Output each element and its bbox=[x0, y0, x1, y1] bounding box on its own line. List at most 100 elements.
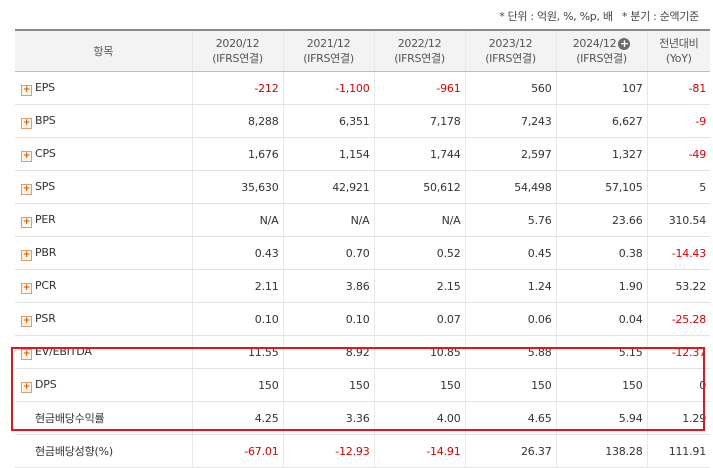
row-label: + EV/EBITDA bbox=[15, 335, 193, 369]
row-label: + BPS bbox=[15, 104, 193, 138]
expand-row-icon[interactable]: + bbox=[21, 216, 32, 228]
row-label: + EPS bbox=[15, 71, 193, 105]
expand-row-icon[interactable]: + bbox=[21, 84, 32, 96]
table-cell: 0.38 bbox=[556, 236, 648, 270]
expand-row-icon[interactable]: + bbox=[21, 282, 32, 294]
yoy-cell: 1.29 bbox=[647, 401, 710, 435]
table-cell: 10.85 bbox=[374, 335, 466, 369]
table-cell: 560 bbox=[465, 71, 557, 105]
table-cell: 3.36 bbox=[283, 401, 375, 435]
yoy-cell: 0 bbox=[647, 368, 710, 402]
table-cell: 1,744 bbox=[374, 137, 466, 171]
row-name[interactable]: PCR bbox=[35, 278, 57, 292]
yoy-header: 전년대비 (YoY) bbox=[647, 29, 710, 72]
yoy-cell: -81 bbox=[647, 71, 710, 105]
row-name[interactable]: BPS bbox=[35, 113, 56, 127]
table-cell: 2,597 bbox=[465, 137, 557, 171]
financial-ratio-table: 항목 2020/12 (IFRS연결) 2021/12 (IFRS연결) 2022/… bbox=[15, 29, 710, 468]
table-cell: 7,178 bbox=[374, 104, 466, 138]
row-name[interactable]: DPS bbox=[35, 377, 57, 391]
table-row: + SPS 35,630 42,921 50,612 54,498 57,105 5 bbox=[15, 170, 710, 204]
row-name[interactable]: EV/EBITDA bbox=[35, 344, 92, 358]
table-cell: N/A bbox=[283, 203, 375, 237]
row-label: + PCR bbox=[15, 269, 193, 303]
expand-row-icon[interactable]: + bbox=[21, 183, 32, 195]
row-name[interactable]: PSR bbox=[35, 311, 56, 325]
row-label: + PBR bbox=[15, 236, 193, 270]
table-cell: 11.55 bbox=[192, 335, 284, 369]
table-cell: 138.28 bbox=[556, 434, 648, 468]
unit-label: * 단위 : 억원, %, %p, 배 bbox=[499, 10, 613, 23]
table-cell: 35,630 bbox=[192, 170, 284, 204]
units-note: * 단위 : 억원, %, %p, 배 * 분기 : 순액기준 bbox=[493, 8, 699, 24]
expand-row-icon[interactable]: + bbox=[21, 381, 32, 393]
table-row: + EPS -212 -1,100 -961 560 107 -81 bbox=[15, 71, 710, 105]
table-cell: 0.07 bbox=[374, 302, 466, 336]
table-cell: -212 bbox=[192, 71, 284, 105]
row-label: + PER bbox=[15, 203, 193, 237]
table-cell: 7,243 bbox=[465, 104, 557, 138]
row-name[interactable]: SPS bbox=[35, 179, 55, 193]
table-cell: 150 bbox=[192, 368, 284, 402]
row-label: 현금배당성향(%) bbox=[15, 434, 193, 468]
row-name: 현금배당성향(%) bbox=[35, 445, 113, 458]
table-row: + CPS 1,676 1,154 1,744 2,597 1,327 -49 bbox=[15, 137, 710, 171]
yoy-cell: 5 bbox=[647, 170, 710, 204]
expand-row-icon[interactable]: + bbox=[21, 117, 32, 129]
table-cell: 5.88 bbox=[465, 335, 557, 369]
table-cell: 5.94 bbox=[556, 401, 648, 435]
table-cell: 57,105 bbox=[556, 170, 648, 204]
row-label: 현금배당수익률 bbox=[15, 401, 193, 435]
expand-row-icon[interactable]: + bbox=[21, 348, 32, 360]
table-cell: 54,498 bbox=[465, 170, 557, 204]
col-header-2023: 2023/12 (IFRS연결) bbox=[465, 29, 557, 72]
table-cell: 42,921 bbox=[283, 170, 375, 204]
col-header-2022: 2022/12 (IFRS연결) bbox=[374, 29, 466, 72]
expand-row-icon[interactable]: + bbox=[21, 315, 32, 327]
row-name[interactable]: EPS bbox=[35, 80, 55, 94]
table-row: 현금배당수익률 4.25 3.36 4.00 4.65 5.94 1.29 bbox=[15, 401, 710, 435]
table-cell: 4.25 bbox=[192, 401, 284, 435]
row-name: 현금배당수익률 bbox=[35, 412, 105, 425]
row-label: + CPS bbox=[15, 137, 193, 171]
yoy-cell: -14.43 bbox=[647, 236, 710, 270]
table-cell: 2.11 bbox=[192, 269, 284, 303]
yoy-cell: 111.91 bbox=[647, 434, 710, 468]
col-header-2020: 2020/12 (IFRS연결) bbox=[192, 29, 284, 72]
table-cell: 6,351 bbox=[283, 104, 375, 138]
expand-row-icon[interactable]: + bbox=[21, 150, 32, 162]
table-cell: 8.92 bbox=[283, 335, 375, 369]
table-cell: -67.01 bbox=[192, 434, 284, 468]
table-cell: -14.91 bbox=[374, 434, 466, 468]
row-name[interactable]: PBR bbox=[35, 245, 57, 259]
yoy-cell: -25.28 bbox=[647, 302, 710, 336]
table-row: + BPS 8,288 6,351 7,178 7,243 6,627 -9 bbox=[15, 104, 710, 138]
table-cell: 23.66 bbox=[556, 203, 648, 237]
table-row: + PER N/A N/A N/A 5.76 23.66 310.54 bbox=[15, 203, 710, 237]
yoy-cell: -49 bbox=[647, 137, 710, 171]
table-cell: 5.76 bbox=[465, 203, 557, 237]
yoy-cell: 310.54 bbox=[647, 203, 710, 237]
yoy-cell: -12.37 bbox=[647, 335, 710, 369]
table-cell: -1,100 bbox=[283, 71, 375, 105]
yoy-cell: -9 bbox=[647, 104, 710, 138]
table-cell: 6,627 bbox=[556, 104, 648, 138]
table-cell: 8,288 bbox=[192, 104, 284, 138]
table-cell: 0.06 bbox=[465, 302, 557, 336]
table-cell: 4.65 bbox=[465, 401, 557, 435]
table-cell: 1,676 bbox=[192, 137, 284, 171]
table-cell: 5.15 bbox=[556, 335, 648, 369]
table-cell: 0.10 bbox=[192, 302, 284, 336]
expand-row-icon[interactable]: + bbox=[21, 249, 32, 261]
table-cell: 150 bbox=[465, 368, 557, 402]
row-name[interactable]: CPS bbox=[35, 146, 56, 160]
table-cell: N/A bbox=[374, 203, 466, 237]
table-cell: -12.93 bbox=[283, 434, 375, 468]
table-cell: 1,154 bbox=[283, 137, 375, 171]
table-cell: 1.90 bbox=[556, 269, 648, 303]
add-column-icon[interactable]: + bbox=[618, 37, 631, 50]
row-name[interactable]: PER bbox=[35, 212, 56, 226]
row-label: + PSR bbox=[15, 302, 193, 336]
table-cell: 1.24 bbox=[465, 269, 557, 303]
table-row: + DPS 150 150 150 150 150 0 bbox=[15, 368, 710, 402]
